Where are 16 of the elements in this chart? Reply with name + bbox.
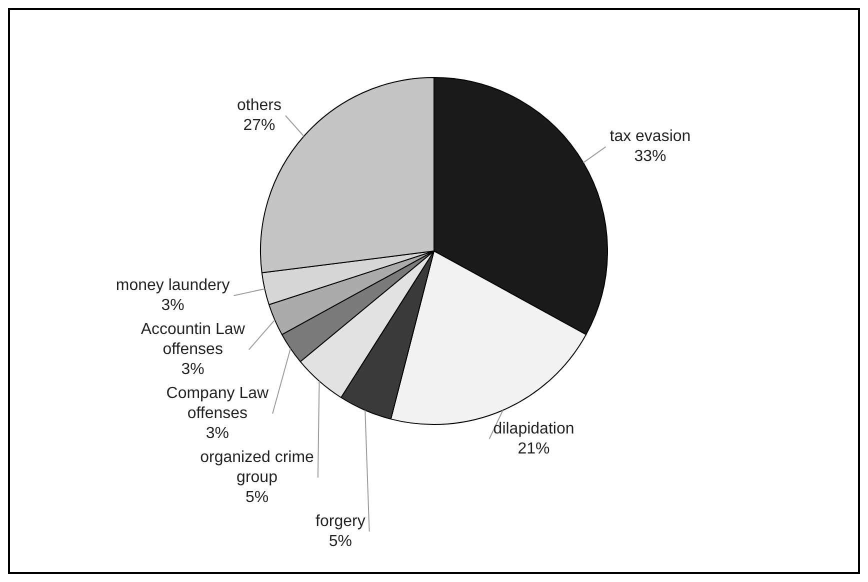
slice-label: tax evasion bbox=[610, 128, 691, 146]
data-label: 5% bbox=[328, 533, 352, 550]
slice-label: organized crime group bbox=[200, 449, 314, 486]
data-label: 3% bbox=[206, 425, 229, 442]
data-label: 33% bbox=[634, 148, 666, 166]
data-label: 27% bbox=[243, 117, 276, 134]
data-label: 5% bbox=[245, 489, 269, 506]
data-label: 3% bbox=[161, 297, 184, 314]
slice-label: Accountin Law offenses bbox=[140, 321, 246, 358]
slice-label: others bbox=[237, 97, 282, 114]
slice-label: Company Law offenses bbox=[166, 385, 269, 422]
slice-label: forgery bbox=[316, 513, 366, 530]
slice-label: money laundery bbox=[116, 277, 230, 294]
data-label: 21% bbox=[518, 440, 550, 458]
data-label: 3% bbox=[181, 361, 204, 378]
slice-label: dilapidation bbox=[493, 420, 574, 438]
